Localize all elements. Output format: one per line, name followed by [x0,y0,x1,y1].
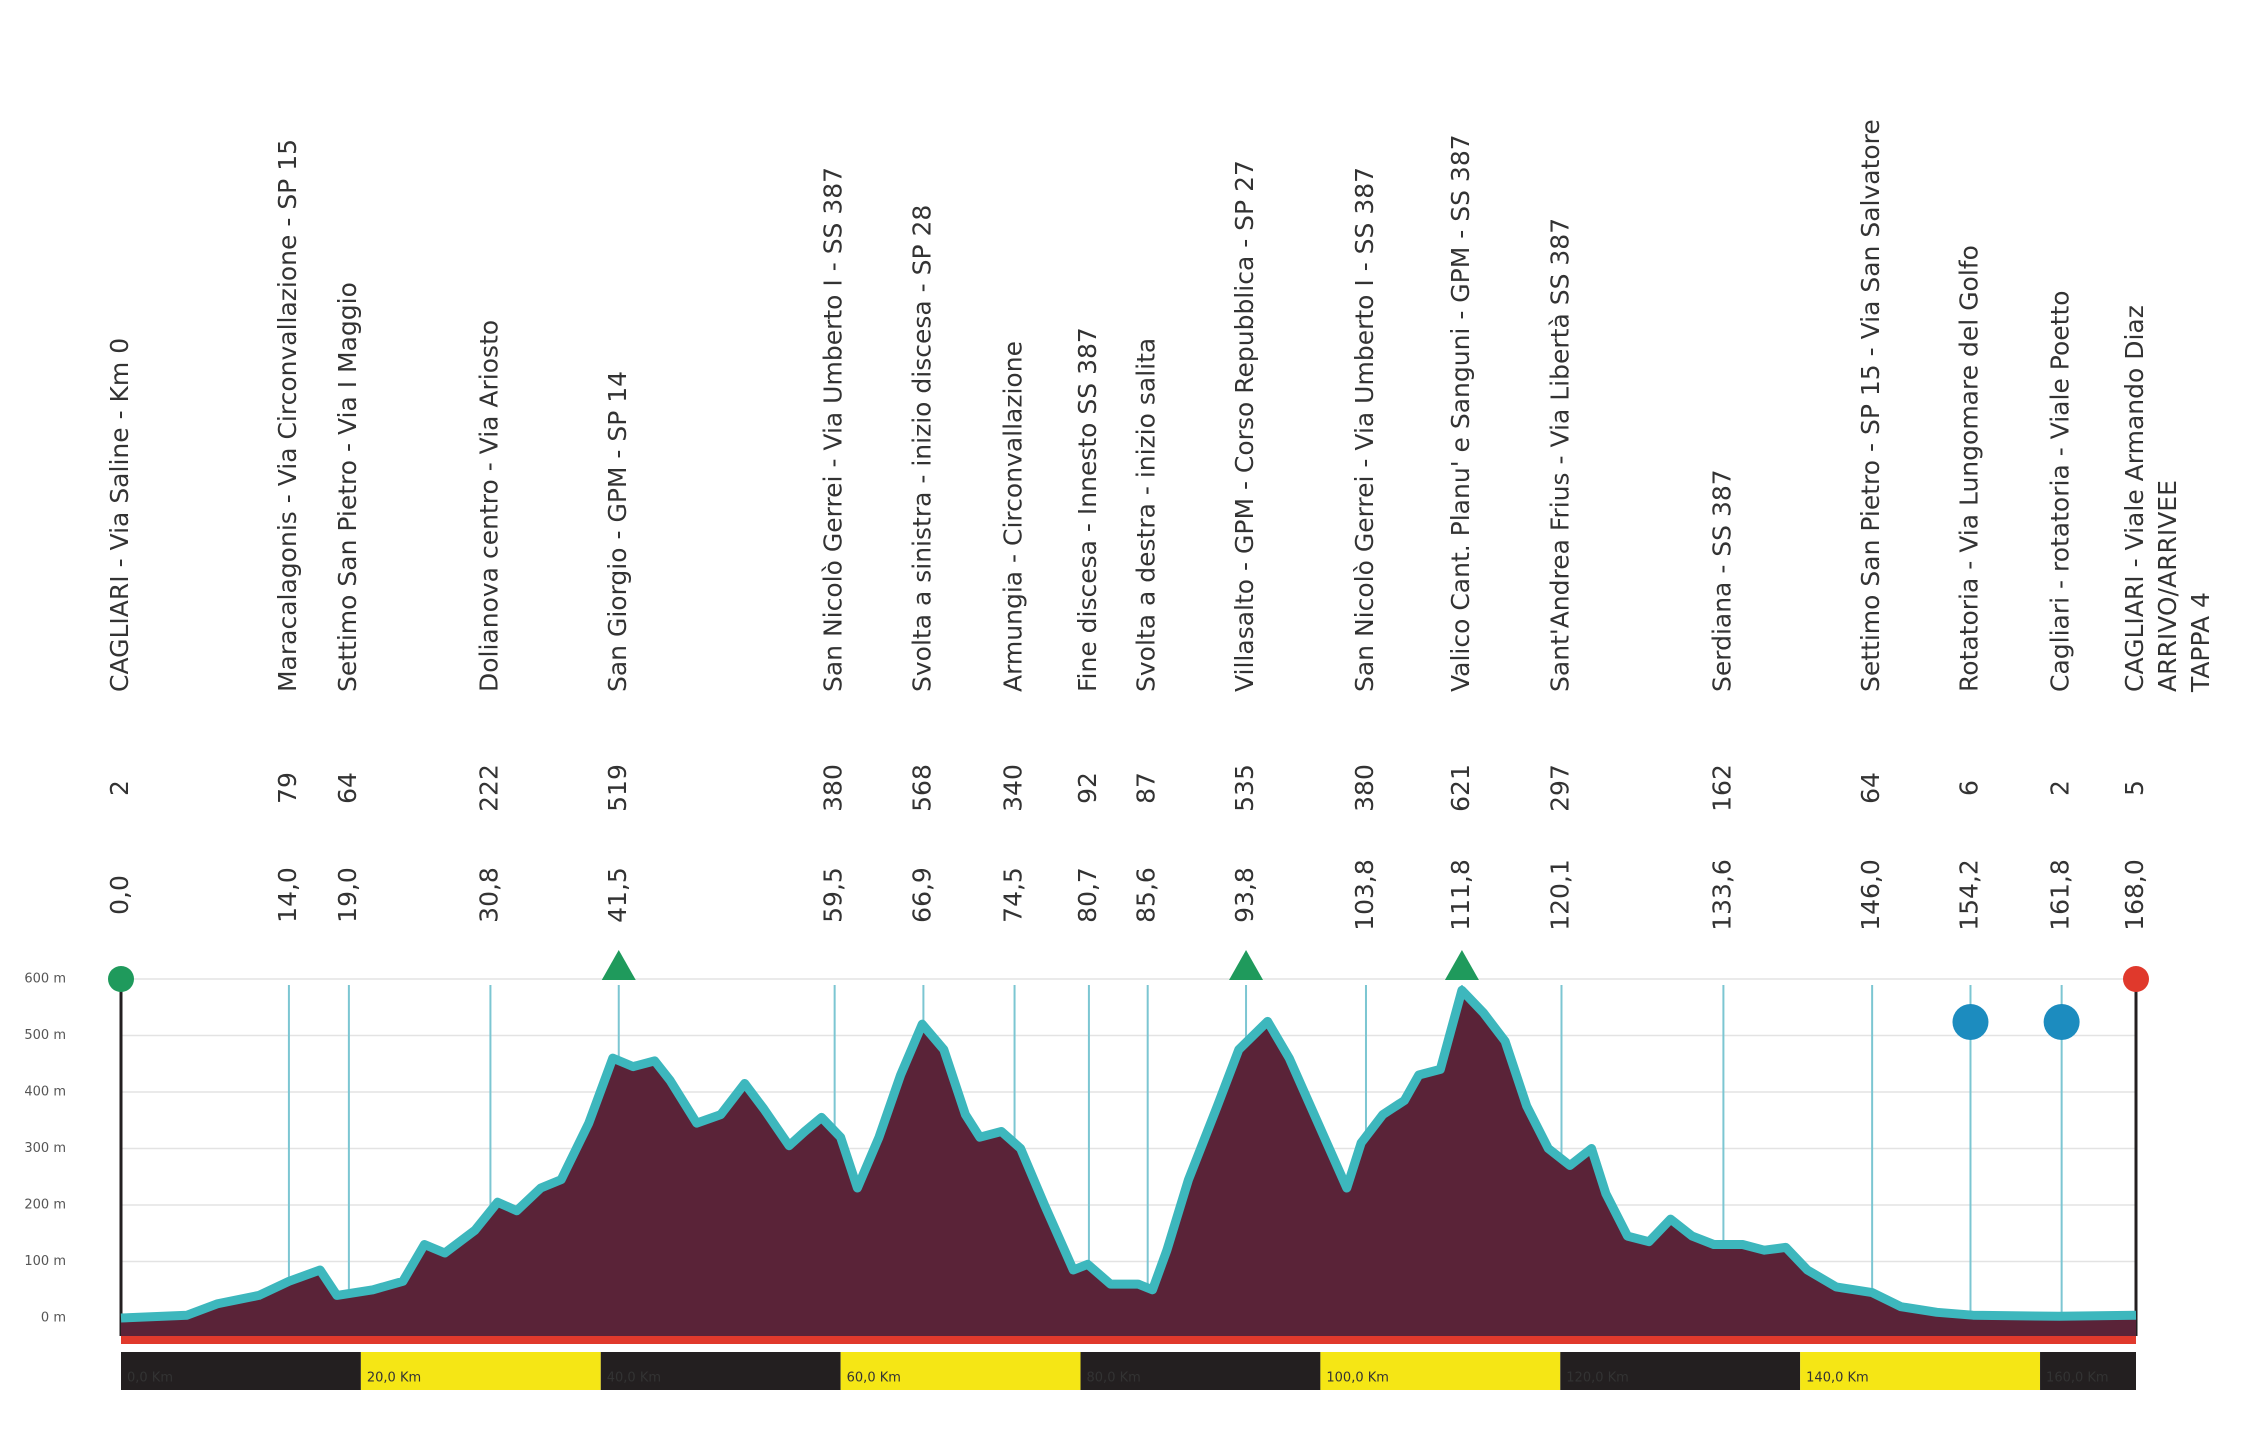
x-tick-label: 80,0 Km [1087,1371,1141,1386]
start-marker [108,966,134,992]
finish-marker [2123,966,2149,992]
waypoint-altitude: 162 [1707,764,1736,812]
waypoint-km: 14,0 [273,867,302,923]
waypoint-altitude: 380 [1350,764,1379,812]
waypoint-km: 66,9 [907,867,936,923]
km-segment [1080,1352,1321,1390]
gpm-marker [1229,950,1264,980]
km-segment [1800,1352,2041,1390]
y-tick-label: 500 m [24,1028,66,1043]
gpm-marker [601,950,636,980]
waypoint-altitude: 2 [105,780,134,796]
waypoint-name: Rotatoria - Via Lungomare del Golfo [1954,245,1983,692]
waypoint-name: Valico Cant. Planu' e Sanguni - GPM - SS… [1446,134,1475,692]
waypoint-km: 161,8 [2046,859,2075,931]
waypoint-km: 154,2 [1954,859,1983,931]
y-tick-label: 0 m [41,1311,66,1326]
waypoint-altitude: 92 [1073,772,1102,804]
waypoint-km: 111,8 [1446,859,1475,931]
x-tick-label: 120,0 Km [1566,1371,1629,1386]
waypoint-name: Settimo San Pietro - Via I Maggio [333,282,362,692]
waypoint-name: San Giorgio - GPM - SP 14 [603,371,632,692]
km-segment [1560,1352,1801,1390]
waypoint-altitude: 87 [1132,772,1161,804]
sprint-marker [2043,1004,2080,1040]
waypoint-name: Dolianova centro - Via Ariosto [474,320,503,692]
waypoint-km: 74,5 [999,867,1028,923]
km-segment [121,1352,361,1390]
km-segment [2040,1352,2136,1390]
waypoint-altitude: 380 [819,764,848,812]
waypoint-name: Sant'Andrea Frius - Via Libertà SS 387 [1545,218,1574,692]
waypoint-altitude: 519 [603,764,632,812]
waypoint-name: CAGLIARI - Via Saline - Km 0 [105,338,134,692]
km-segment [600,1352,841,1390]
waypoint-km: 19,0 [333,867,362,923]
waypoint-name: San Nicolò Gerrei - Via Umberto I - SS 3… [819,167,848,692]
waypoint-altitude: 6 [1954,780,1983,796]
waypoint-name: San Nicolò Gerrei - Via Umberto I - SS 3… [1350,167,1379,692]
base-line [121,1336,2136,1344]
y-tick-label: 300 m [24,1141,66,1156]
waypoint-name: Armungia - Circonvallazione [999,341,1028,692]
waypoint-altitude: 64 [333,772,362,804]
waypoint-altitude: 621 [1446,764,1475,812]
y-tick-label: 400 m [24,1085,66,1100]
waypoint-altitude: 297 [1545,764,1574,812]
km-segment [840,1352,1081,1390]
waypoint-km: 80,7 [1073,867,1102,923]
waypoint-km: 30,8 [474,867,503,923]
waypoint-name: Serdiana - SS 387 [1707,469,1736,692]
x-tick-label: 40,0 Km [607,1371,661,1386]
waypoint-name: TAPPA 4 [2186,592,2215,693]
x-tick-label: 140,0 Km [1806,1371,1869,1386]
km-segment [360,1352,601,1390]
waypoint-name: Villasalto - GPM - Corso Repubblica - SP… [1230,160,1259,692]
waypoint-km: 120,1 [1545,859,1574,931]
waypoint-km: 133,6 [1707,859,1736,931]
waypoint-altitude: 568 [907,764,936,812]
waypoint-altitude: 79 [273,772,302,804]
x-tick-label: 60,0 Km [847,1371,901,1386]
waypoint-name: ARRIVO/ARRIVEE [2153,480,2182,692]
waypoint-name: Maracalagonis - Via Circonvallazione - S… [273,139,302,692]
km-segment [1320,1352,1561,1390]
waypoint-name: Cagliari - rotatoria - Viale Poetto [2046,290,2075,692]
gpm-marker [1444,950,1479,980]
waypoint-km: 168,0 [2120,859,2149,931]
y-tick-label: 600 m [24,972,66,987]
waypoint-name: Fine discesa - Innesto SS 387 [1073,327,1102,692]
x-tick-label: 100,0 Km [1326,1371,1389,1386]
waypoint-km: 85,6 [1132,867,1161,923]
waypoint-km: 0,0 [105,875,134,915]
y-tick-label: 200 m [24,1198,66,1213]
profile-line [120,985,2137,1323]
waypoint-altitude: 222 [474,764,503,812]
waypoint-name: Settimo San Pietro - SP 15 - Via San Sal… [1856,119,1885,692]
waypoint-name: Svolta a sinistra - inizio discesa - SP … [907,205,936,692]
waypoint-km: 41,5 [603,867,632,923]
waypoint-altitude: 64 [1856,772,1885,804]
waypoint-km: 146,0 [1856,859,1885,931]
waypoint-km: 93,8 [1230,867,1259,923]
waypoint-altitude: 5 [2120,780,2149,796]
sprint-marker [1952,1004,1989,1040]
x-tick-label: 0,0 Km [127,1371,173,1386]
x-tick-label: 160,0 Km [2046,1371,2109,1386]
profile-area [121,990,2136,1336]
waypoint-altitude: 340 [999,764,1028,812]
waypoint-name: CAGLIARI - Viale Armando Diaz [2120,305,2149,692]
waypoint-km: 103,8 [1350,859,1379,931]
waypoint-altitude: 535 [1230,764,1259,812]
y-tick-label: 100 m [24,1254,66,1269]
x-tick-label: 20,0 Km [367,1371,421,1386]
waypoint-km: 59,5 [819,867,848,923]
waypoint-altitude: 2 [2046,780,2075,796]
waypoint-name: Svolta a destra - inizio salita [1132,338,1161,692]
